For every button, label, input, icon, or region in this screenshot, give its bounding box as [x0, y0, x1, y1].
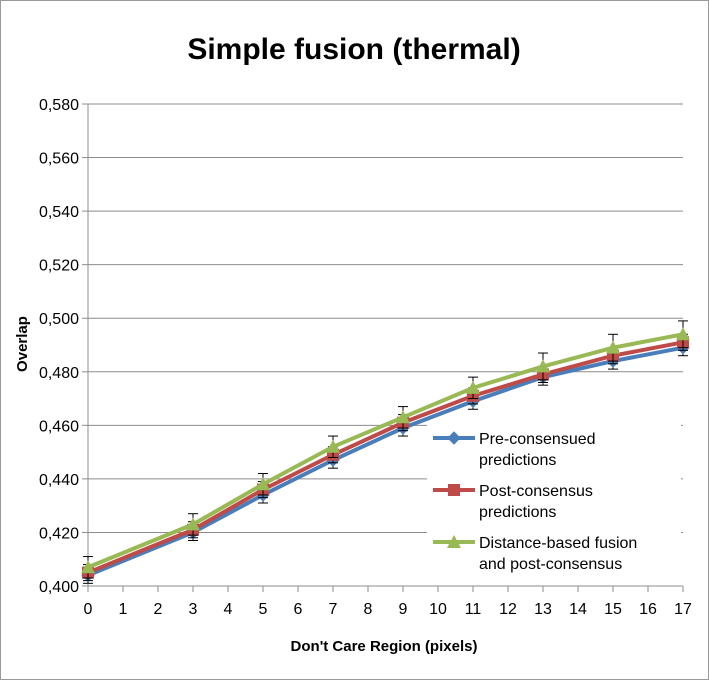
y-tick-label: 0,480 [39, 365, 79, 382]
legend-label: and post-consensus [479, 556, 622, 573]
x-tick-label: 1 [119, 601, 128, 618]
data-point [396, 410, 410, 424]
x-tick-label: 16 [639, 601, 657, 618]
x-tick-label: 17 [674, 601, 692, 618]
y-tick-label: 0,560 [39, 151, 79, 168]
x-tick-label: 3 [189, 601, 198, 618]
data-point [466, 380, 480, 394]
legend-label: predictions [479, 504, 556, 521]
y-tick-label: 0,500 [39, 311, 79, 328]
data-point [676, 327, 690, 341]
series-3 [81, 320, 690, 579]
legend-label: Distance-based fusion [479, 535, 637, 552]
legend-label: predictions [479, 452, 556, 469]
x-tick-label: 8 [364, 601, 373, 618]
y-axis-label: Overlap [14, 316, 31, 372]
y-tick-label: 0,580 [39, 97, 79, 114]
data-point [81, 560, 95, 574]
legend-item: Pre-consensued predictions [433, 431, 596, 469]
axes [87, 104, 683, 587]
series-group [81, 320, 690, 584]
chart-title: Simple fusion (thermal) [187, 33, 520, 66]
y-tick-label: 0,540 [39, 204, 79, 221]
y-tick-labels: 0,400 0,420 0,440 0,460 0,480 0,500 0,520 0,540… [39, 97, 88, 596]
x-tick-label: 15 [604, 601, 622, 618]
x-tick-labels: 0 1 2 3 4 5 6 7 8 9 10 11 12 13 14 15 16 17 [84, 586, 692, 618]
data-point [447, 535, 461, 548]
y-tick-label: 0,440 [39, 472, 79, 489]
data-point [606, 340, 620, 354]
legend: Pre-consensued predictions Post-consensus p… [427, 423, 681, 581]
x-tick-label: 6 [294, 601, 303, 618]
y-tick-label: 0,400 [39, 579, 79, 596]
x-tick-label: 10 [429, 601, 447, 618]
data-point [448, 484, 460, 496]
x-tick-label: 9 [399, 601, 408, 618]
y-tick-label: 0,520 [39, 258, 79, 275]
data-point [447, 431, 461, 445]
data-point [186, 517, 200, 531]
y-tick-label: 0,460 [39, 418, 79, 435]
x-tick-label: 5 [259, 601, 268, 618]
legend-background [427, 423, 681, 581]
y-tick-label: 0,420 [39, 525, 79, 542]
data-point [536, 359, 550, 373]
x-tick-label: 7 [329, 601, 338, 618]
x-tick-label: 0 [84, 601, 93, 618]
x-tick-label: 14 [569, 601, 587, 618]
legend-label: Pre-consensued [479, 431, 596, 448]
x-tick-label: 4 [224, 601, 233, 618]
data-point [326, 439, 340, 453]
x-tick-label: 12 [499, 601, 517, 618]
x-tick-label: 13 [534, 601, 552, 618]
legend-item: Distance-based fusion and post-consensus [433, 535, 637, 573]
data-point [256, 477, 270, 491]
legend-item: Post-consensus predictions [433, 483, 593, 521]
x-tick-label: 2 [154, 601, 163, 618]
legend-label: Post-consensus [479, 483, 593, 500]
x-tick-label: 11 [465, 601, 482, 618]
x-axis-label: Don't Care Region (pixels) [291, 638, 478, 655]
